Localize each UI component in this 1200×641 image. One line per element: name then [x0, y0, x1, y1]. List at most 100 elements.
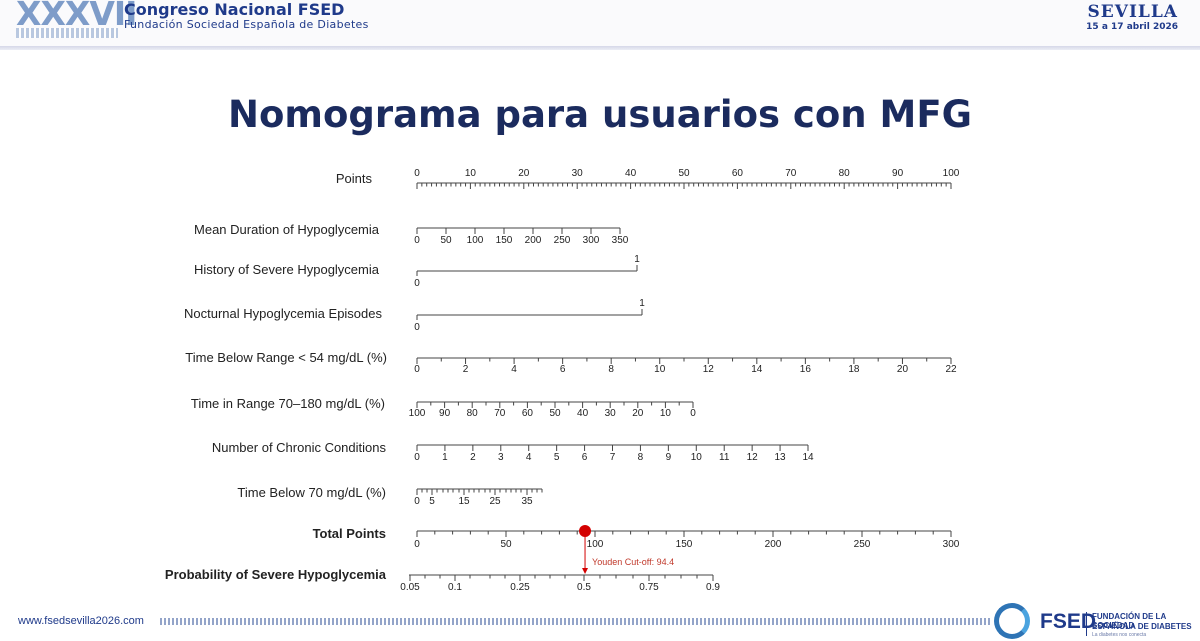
tick-label: 8 [638, 452, 644, 463]
tick-label: 0 [414, 168, 420, 179]
youden-cutoff: Youden Cut-off: 94.4 [579, 525, 674, 574]
tick-label: 200 [765, 539, 782, 550]
tick-label: 70 [494, 408, 506, 419]
tick-label: 50 [678, 168, 690, 179]
conference-title: Congreso Nacional FSED [124, 0, 345, 19]
row-label: Time in Range 70–180 mg/dL (%) [191, 396, 385, 411]
tick-label: 5 [554, 452, 560, 463]
tick-label: 0 [414, 496, 420, 507]
fsed-brand: FSED [1040, 610, 1097, 633]
tick-label: 250 [854, 539, 871, 550]
tick-label: 1 [442, 452, 448, 463]
tick-label: 80 [839, 168, 851, 179]
tick-label: 3 [498, 452, 504, 463]
tick-label: 50 [440, 235, 452, 246]
tick-label: 0 [414, 278, 420, 289]
tick-label: 10 [660, 408, 672, 419]
fsed-divider [1086, 612, 1087, 636]
tick-label: 0.05 [400, 582, 420, 593]
tick-label: 0.5 [577, 582, 591, 593]
tick-label: 14 [751, 364, 763, 375]
tick-label: 2 [470, 452, 476, 463]
tick-label: 10 [465, 168, 477, 179]
cutoff-point [579, 525, 592, 537]
row-label: Nocturnal Hypoglycemia Episodes [184, 306, 382, 321]
tick-label: 150 [496, 235, 513, 246]
row-label: Total Points [313, 526, 386, 541]
tick-label: 20 [632, 408, 644, 419]
tick-label: 10 [691, 452, 703, 463]
tick-label: 0.25 [510, 582, 530, 593]
nomogram-row: Time Below Range < 54 mg/dL (%) 0 2 4 6 8 10 12… [185, 350, 957, 375]
tick-label: 200 [525, 235, 542, 246]
tick-label: 40 [577, 408, 589, 419]
tick-label: 35 [521, 496, 533, 507]
tick-label: 300 [943, 539, 960, 550]
header-band [0, 0, 1200, 46]
tick-label: 11 [719, 452, 730, 463]
tick-label: 20 [897, 364, 909, 375]
tick-label: 0 [414, 235, 420, 246]
tick-label: 100 [943, 168, 960, 179]
tick-label: 50 [500, 539, 512, 550]
tick-label: 8 [608, 364, 614, 375]
cutoff-label: Youden Cut-off: 94.4 [592, 557, 674, 567]
row-label: Mean Duration of Hypoglycemia [194, 222, 380, 237]
tick-label: 250 [554, 235, 571, 246]
row-label: Number of Chronic Conditions [212, 440, 387, 455]
tick-label: 25 [489, 496, 501, 507]
tick-label: 1 [639, 298, 645, 309]
footer-website-link[interactable]: www.fsedsevilla2026.com [18, 615, 144, 627]
fsed-name-line2: ESPAÑOLA DE DIABETES [1092, 622, 1192, 631]
nomogram-row: Time Below 70 mg/dL (%) 0 5 15 25 35 [237, 485, 543, 507]
tick-label: 22 [945, 364, 957, 375]
tick-label: 90 [439, 408, 451, 419]
tick-label: 18 [848, 364, 860, 375]
row-label: Time Below 70 mg/dL (%) [237, 485, 386, 500]
fsed-tagline: La diabetes nos conecta [1092, 632, 1147, 638]
tick-label: 0 [414, 364, 420, 375]
tick-label: 350 [612, 235, 629, 246]
nomogram-row: Total Points 0 50 100 150 200 250 300 [313, 526, 960, 550]
nomogram-row: Time in Range 70–180 mg/dL (%) 100 90 80 70 6… [191, 396, 696, 419]
tick-label: 2 [463, 364, 469, 375]
tick-label: 100 [467, 235, 484, 246]
nomogram-row: Nocturnal Hypoglycemia Episodes 0 1 [184, 298, 645, 333]
event-dates: 15 a 17 abril 2026 [1086, 22, 1178, 32]
row-label: Time Below Range < 54 mg/dL (%) [185, 350, 387, 365]
tick-label: 300 [583, 235, 600, 246]
conference-subtitle: Fundación Sociedad Española de Diabetes [124, 18, 369, 31]
tick-label: 0 [414, 539, 420, 550]
footer-pattern-icon [160, 618, 990, 625]
tick-label: 60 [522, 408, 534, 419]
row-label: History of Severe Hypoglycemia [194, 262, 380, 277]
tick-label: 7 [610, 452, 616, 463]
tick-label: 150 [676, 539, 693, 550]
nomogram-row: Probability of Severe Hypoglycemia 0.05 0.… [165, 567, 720, 593]
tick-label: 10 [654, 364, 666, 375]
tick-label: 6 [560, 364, 566, 375]
tick-label: 0.1 [448, 582, 462, 593]
tick-label: 15 [458, 496, 470, 507]
tick-label: 80 [467, 408, 479, 419]
logo-pattern-icon [16, 28, 118, 38]
nomogram-row: History of Severe Hypoglycemia 0 1 [194, 254, 640, 289]
tick-label: 0.75 [639, 582, 659, 593]
tick-label: 6 [582, 452, 588, 463]
tick-label: 0 [414, 452, 420, 463]
row-label: Probability of Severe Hypoglycemia [165, 567, 387, 582]
fsed-name-line1: FUNDACIÓN DE LA SOCIEDAD [1092, 612, 1166, 630]
row-label: Points [336, 171, 373, 186]
fsed-logo-icon [994, 603, 1030, 639]
tick-label: 12 [703, 364, 715, 375]
tick-label: 100 [409, 408, 426, 419]
cutoff-arrow-icon [582, 568, 589, 574]
tick-label: 50 [549, 408, 561, 419]
tick-label: 13 [775, 452, 787, 463]
city-name: SEVILLA [1087, 2, 1178, 22]
tick-label: 0 [414, 322, 420, 333]
tick-label: 100 [587, 539, 604, 550]
